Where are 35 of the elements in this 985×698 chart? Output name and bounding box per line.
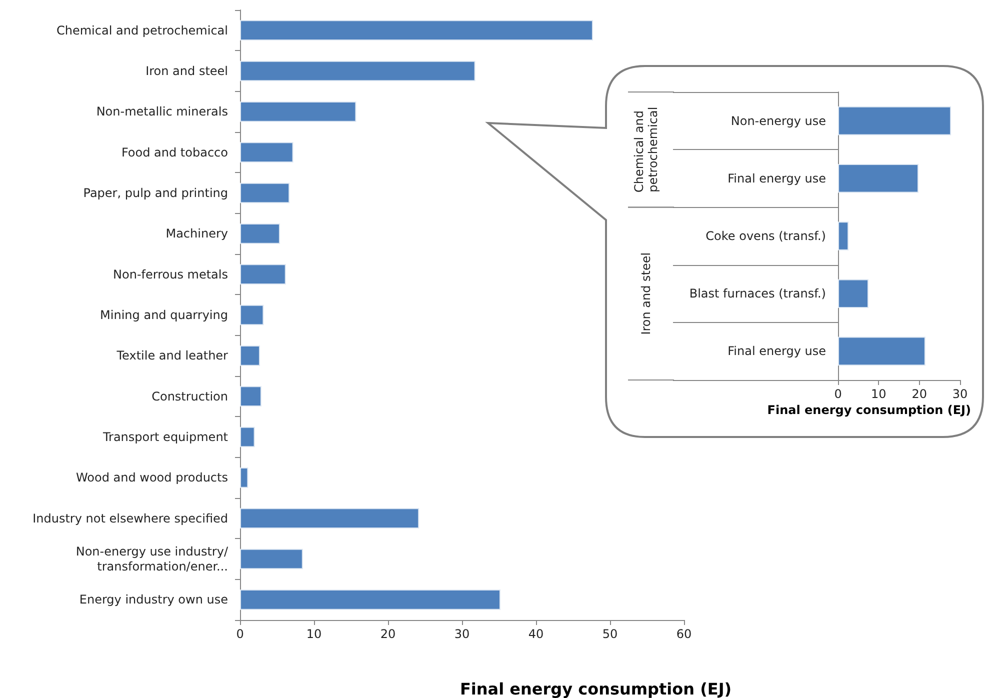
y-tick-label: Chemical and petrochemical xyxy=(56,23,228,38)
x-tick-label: 30 xyxy=(952,387,968,401)
y-tick-label: Textile and leather xyxy=(116,348,228,363)
y-tick-label: Blast furnaces (transf.) xyxy=(689,286,826,301)
y-tick-label: Iron and steel xyxy=(146,64,228,78)
x-tick-label: 20 xyxy=(912,387,927,401)
x-tick-label: 50 xyxy=(602,627,618,641)
x-tick-label: 30 xyxy=(454,627,470,641)
y-tick-label: Construction xyxy=(152,389,228,404)
y-tick-label: Non-energy use xyxy=(730,114,826,128)
y-tick-label: Machinery xyxy=(166,226,228,241)
x-tick-label: 60 xyxy=(676,627,692,641)
y-tick-label: Energy industry own use xyxy=(79,592,228,607)
x-tick-label: 0 xyxy=(834,387,842,401)
x-tick-label: 20 xyxy=(380,627,396,641)
y-tick-label: Wood and wood products xyxy=(76,470,228,485)
x-axis-title: Final energy consumption (EJ) xyxy=(767,403,972,417)
y-tick-label: Non-ferrous metals xyxy=(113,267,228,282)
y-tick-label: Paper, pulp and printing xyxy=(83,186,228,200)
y-tick-label: Final energy use xyxy=(728,171,826,186)
annotation: Chemical and petrochemical xyxy=(632,106,660,193)
y-tick-label: Non-metallic minerals xyxy=(96,104,228,119)
y-tick-label: Final energy use xyxy=(728,344,826,358)
y-tick-label: Industry not elsewhere specified xyxy=(32,511,228,526)
y-tick-label: Transport equipment xyxy=(102,430,228,444)
y-tick-label: Coke ovens (transf.) xyxy=(706,229,826,243)
x-axis-title: Final energy consumption (EJ) xyxy=(460,680,732,698)
x-tick-label: 40 xyxy=(528,627,544,641)
x-tick-label: 0 xyxy=(236,627,244,641)
y-tick-label: Mining and quarrying xyxy=(100,308,228,322)
x-tick-label: 10 xyxy=(306,627,322,641)
annotation: Iron and steel xyxy=(639,252,653,335)
y-tick-label: Food and tobacco xyxy=(121,145,228,160)
y-tick-label: Non-energy use industry/transformation/ener... xyxy=(76,544,229,574)
x-tick-label: 10 xyxy=(871,387,886,401)
